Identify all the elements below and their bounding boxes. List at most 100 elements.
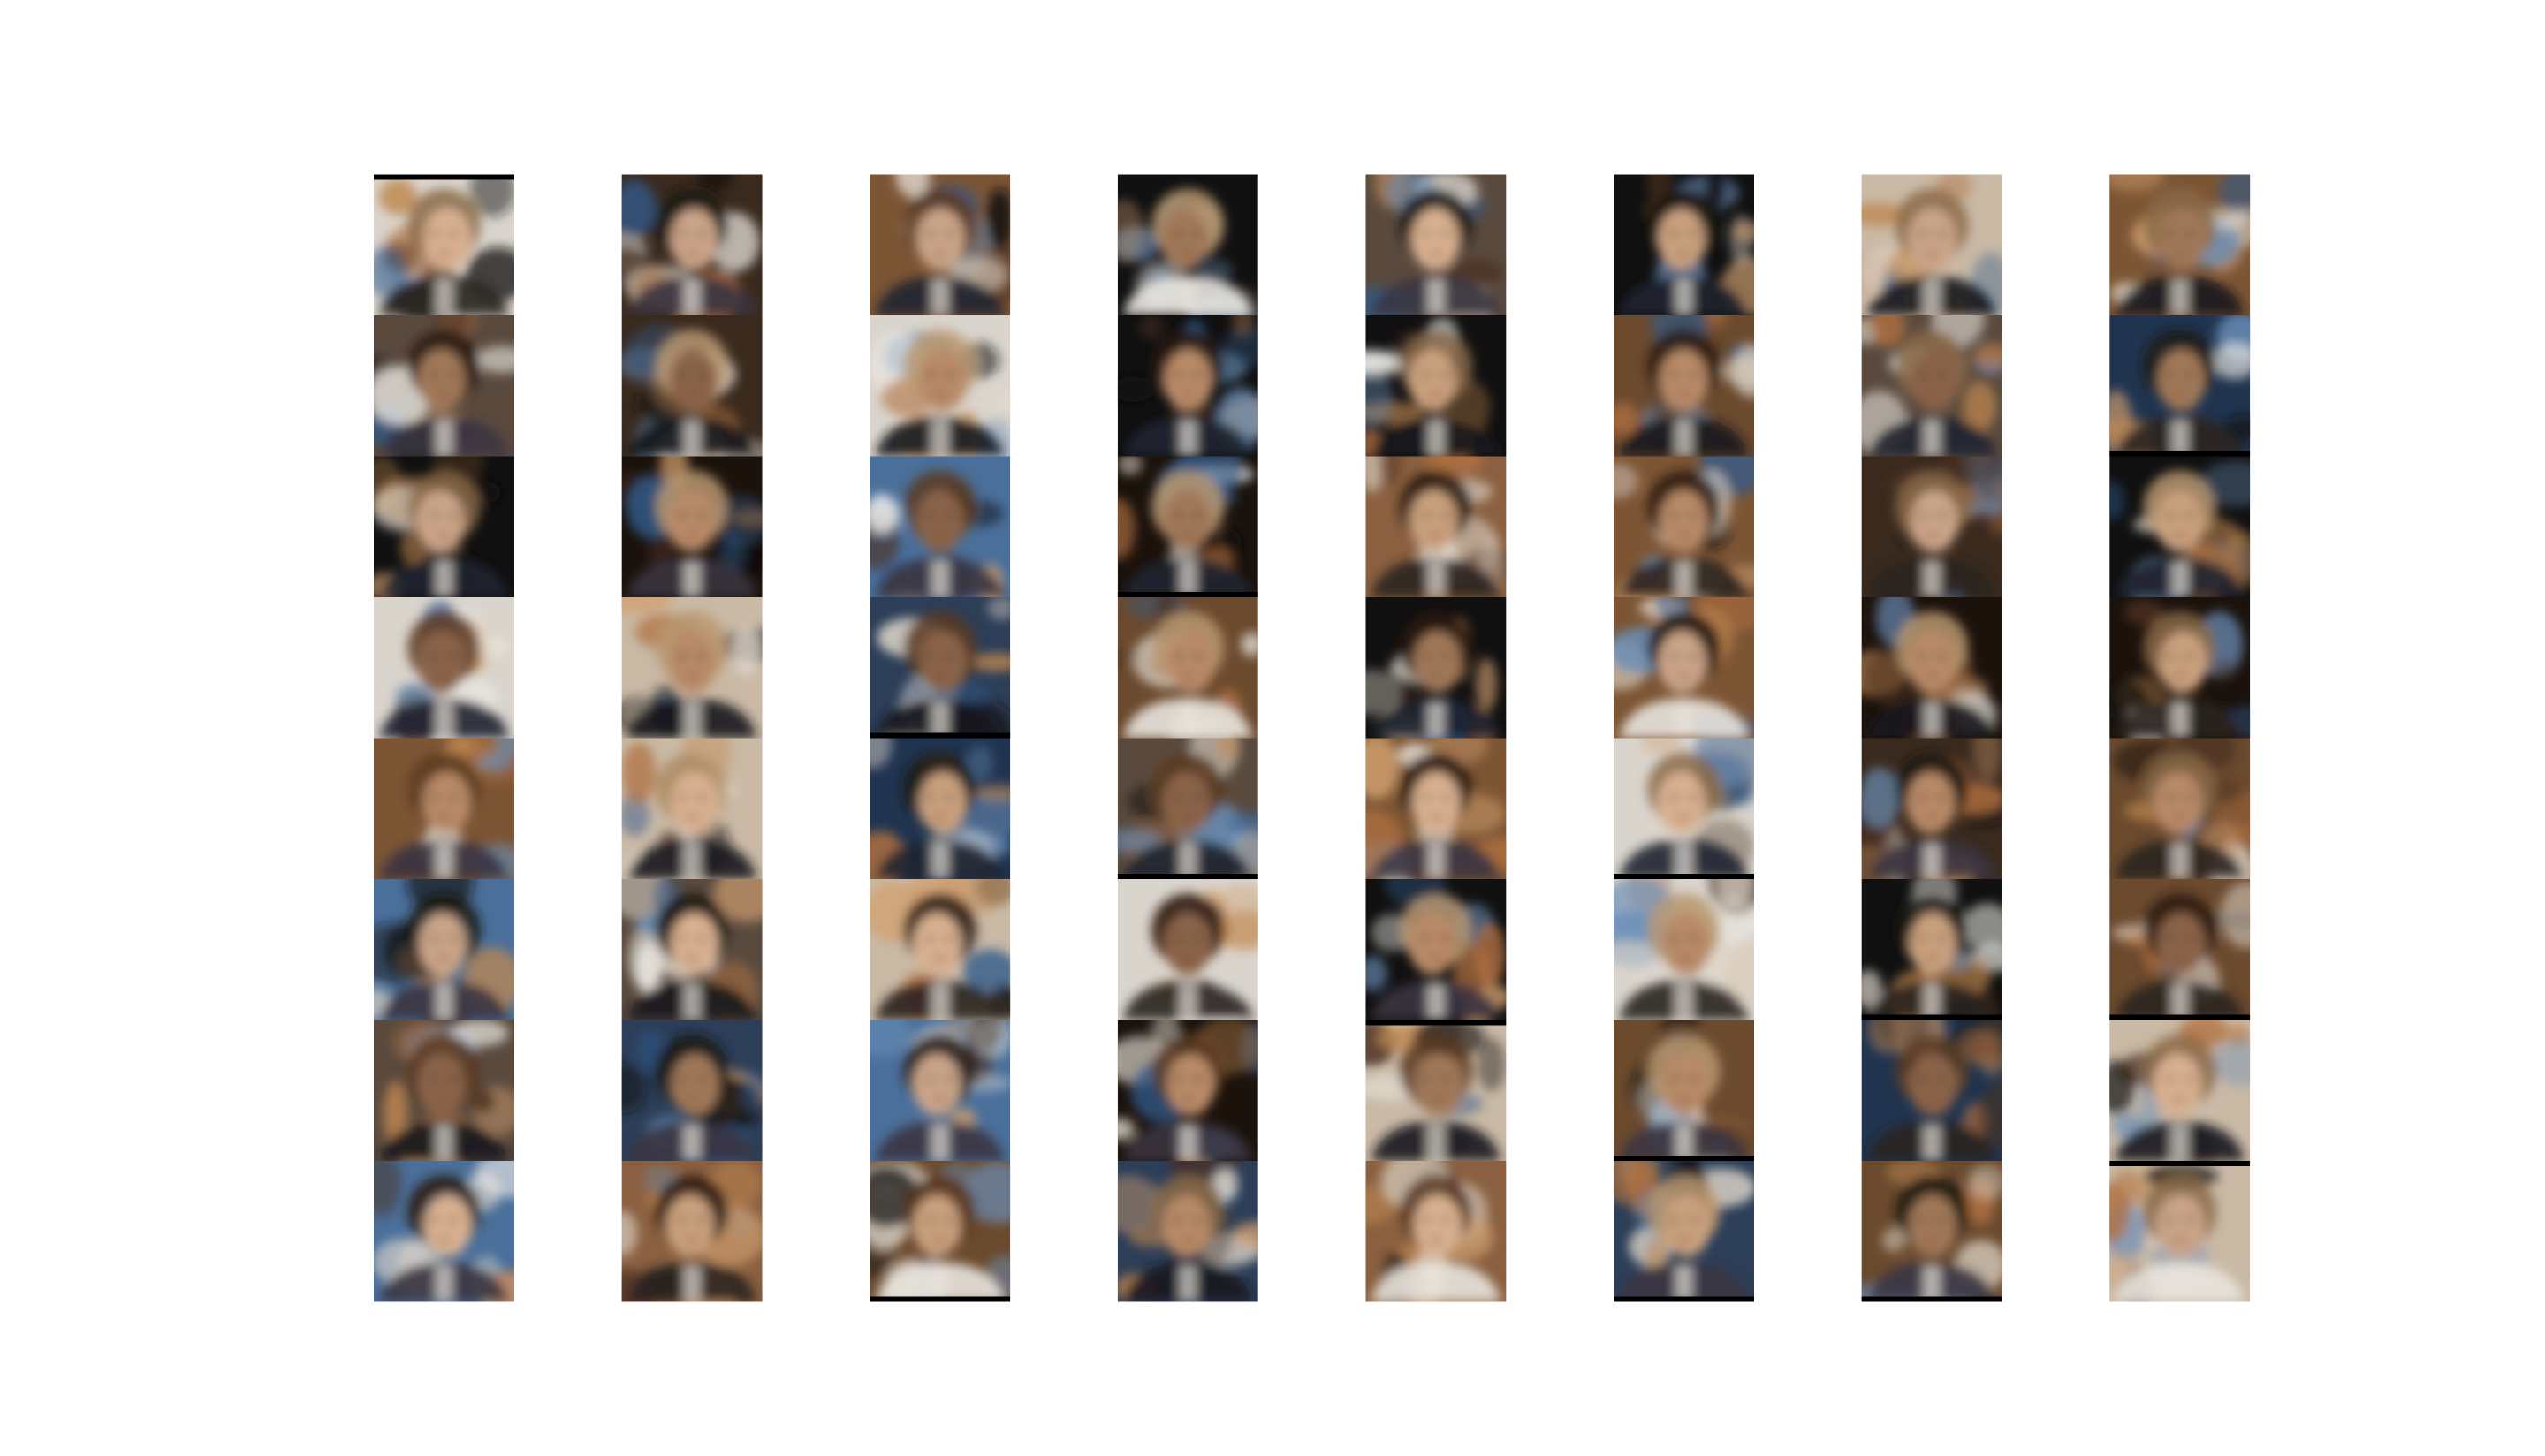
texture-blob [635, 941, 662, 995]
mouth [1925, 673, 1940, 679]
eye [1669, 653, 1679, 659]
face [1906, 771, 1955, 834]
eye [2165, 1217, 2175, 1223]
mouth [1676, 391, 1691, 398]
face [1909, 913, 1957, 975]
eye [925, 794, 935, 800]
texture-blob [1732, 343, 1754, 398]
texture-blob [870, 493, 898, 534]
mouth [685, 1096, 700, 1102]
eye [1669, 1217, 1679, 1223]
face [919, 349, 968, 412]
face [2155, 489, 2204, 552]
collar [2171, 278, 2189, 315]
mouth [1925, 955, 1940, 961]
eye [697, 1076, 707, 1082]
sample-image [1365, 879, 1507, 1020]
sample-image [870, 315, 1011, 457]
texture-blob [476, 752, 513, 772]
collar [683, 1124, 701, 1161]
texture-blob [1222, 325, 1258, 368]
texture-blob [1378, 456, 1402, 487]
face [423, 1194, 472, 1257]
texture-blob [2212, 1037, 2251, 1087]
sample-image [1117, 879, 1258, 1020]
face [1910, 489, 1958, 552]
sample-image [1365, 456, 1507, 597]
texture-blob [1474, 921, 1506, 988]
eye [449, 794, 459, 800]
texture-blob [2213, 660, 2237, 679]
tile-texture [2109, 174, 2251, 315]
sample-image [374, 1161, 514, 1302]
tile-texture [621, 597, 763, 739]
face [1160, 208, 1209, 270]
eye [697, 935, 707, 941]
texture-blob [870, 1020, 912, 1058]
collar [2171, 1265, 2189, 1302]
face [1164, 349, 1212, 412]
tile-edge [2109, 1014, 2251, 1020]
mouth [1676, 250, 1691, 256]
eye [945, 1076, 954, 1082]
face [1658, 631, 1706, 694]
collar [435, 278, 453, 315]
collar [435, 1265, 453, 1302]
collar [931, 842, 949, 879]
tile-texture [875, 597, 1011, 739]
eye [1441, 1076, 1451, 1082]
texture-blob [1958, 1030, 2002, 1065]
sample-image [1614, 315, 1754, 457]
sample-image [374, 738, 514, 879]
face [1408, 913, 1456, 975]
texture-blob [469, 174, 514, 217]
mouth [932, 250, 947, 256]
texture-blob [1475, 657, 1498, 712]
texture-blob [714, 879, 763, 922]
mouth [1428, 391, 1443, 398]
eye [1421, 512, 1431, 519]
sample-image [621, 315, 763, 457]
collar [683, 983, 701, 1020]
sample-image [1117, 456, 1258, 597]
eye [1174, 935, 1183, 941]
collar [1923, 701, 1941, 739]
texture-blob [2109, 1059, 2135, 1115]
collar [1427, 560, 1445, 597]
texture-blob [949, 1108, 977, 1127]
eye [1174, 1076, 1183, 1082]
eye [1193, 935, 1203, 941]
tile-edge [2109, 451, 2251, 457]
eye [1917, 371, 1926, 377]
sample-image [621, 738, 763, 879]
collar [1427, 420, 1445, 457]
mouth [437, 814, 452, 820]
face [913, 1053, 961, 1116]
sample-image [1365, 315, 1507, 457]
texture-blob [1365, 368, 1394, 428]
collar [435, 983, 453, 1020]
mouth [437, 391, 452, 398]
texture-blob [470, 1088, 497, 1115]
tile-texture [2109, 599, 2251, 739]
eye [1193, 512, 1203, 519]
eye [429, 512, 439, 519]
tile-texture [875, 174, 1011, 315]
texture-blob [1978, 1083, 2002, 1149]
eye [925, 512, 935, 519]
eye [1193, 1076, 1203, 1082]
collar [1675, 983, 1693, 1020]
sample-image [1117, 1020, 1258, 1161]
texture-blob [1117, 456, 1143, 475]
eye [1917, 231, 1926, 237]
mouth [437, 250, 452, 256]
tile-texture [1614, 315, 1754, 457]
eye [697, 1217, 707, 1223]
eye [2165, 512, 2175, 519]
sample-image [374, 879, 514, 1020]
texture-blob [621, 179, 657, 238]
texture-blob [984, 383, 1011, 427]
texture-blob [1972, 738, 2002, 784]
eye [1421, 371, 1431, 377]
sample-image [1861, 597, 2002, 739]
